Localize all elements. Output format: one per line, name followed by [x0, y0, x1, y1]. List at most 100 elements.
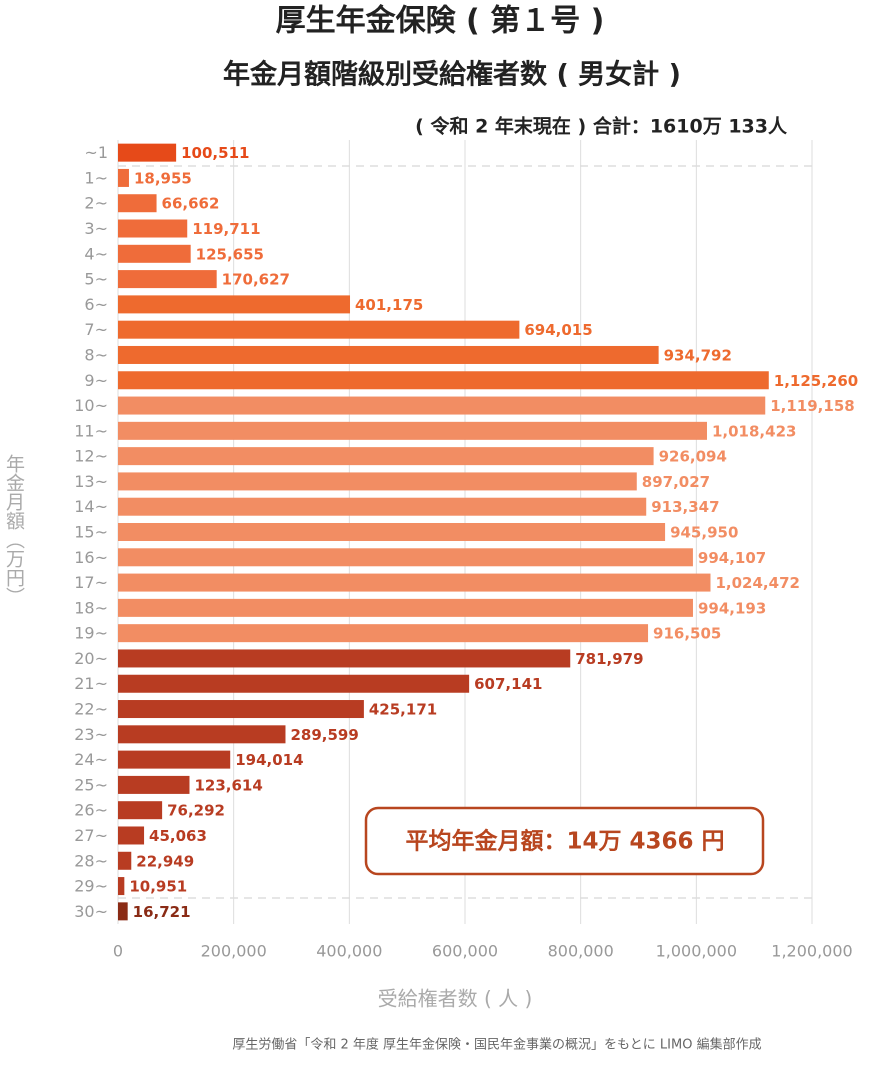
bar [118, 219, 188, 238]
value-label: 16,721 [133, 903, 191, 921]
y-tick-label: 12~ [74, 447, 108, 466]
chart-note: ( 令和 2 年末現在 ) 合計：1610万 133人 [415, 115, 788, 138]
annotation-box [364, 806, 765, 876]
value-label: 994,107 [698, 549, 766, 567]
y-tick-label: 11~ [74, 421, 108, 440]
y-tick-label: 16~ [74, 548, 108, 567]
y-tick-label: 25~ [74, 775, 108, 794]
y-tick-label: 21~ [74, 674, 108, 693]
y-tick-label: 7~ [84, 320, 108, 339]
bar [118, 573, 711, 592]
value-label: 945,950 [670, 524, 738, 542]
bar [118, 497, 647, 516]
y-tick-label: 26~ [74, 801, 108, 820]
y-tick-label: 23~ [74, 725, 108, 744]
x-tick-label: 0 [113, 942, 123, 961]
annotation: 平均年金月額：14万 4366 円 [405, 828, 724, 855]
y-tick-label: 18~ [74, 598, 108, 617]
bar [118, 371, 769, 390]
x-axis-label: 受給権者数 ( 人 ) [378, 987, 533, 1011]
value-label: 694,015 [524, 321, 592, 339]
value-label: 425,171 [369, 701, 437, 719]
value-label: 934,792 [664, 346, 732, 364]
bar [118, 649, 571, 668]
y-tick-label: 1~ [84, 168, 108, 187]
y-tick-label: 22~ [74, 700, 108, 719]
source-note: 厚生労働省「令和 2 年度 厚生年金保険・国民年金事業の概況」をもとに LIMO… [232, 1037, 761, 1053]
value-label: 1,018,423 [712, 422, 796, 440]
bar [118, 396, 766, 415]
bar [118, 624, 649, 643]
bar [118, 244, 191, 263]
y-tick-label: 2~ [84, 194, 108, 213]
bar [118, 851, 132, 870]
bar [118, 345, 659, 364]
value-label: 1,119,158 [770, 397, 854, 415]
bar [118, 674, 470, 693]
y-tick-label: 17~ [74, 573, 108, 592]
value-label: 194,014 [235, 751, 303, 769]
value-label: 66,662 [162, 195, 220, 213]
y-tick-label: 6~ [84, 295, 108, 314]
chart-title: 厚生年金保険 ( 第１号 ) [276, 4, 605, 39]
bar [118, 902, 128, 921]
x-tick-label: 1,000,000 [656, 942, 737, 961]
bar [118, 750, 231, 769]
value-label: 401,175 [355, 296, 423, 314]
value-label: 1,125,260 [774, 372, 858, 390]
y-tick-label: 28~ [74, 851, 108, 870]
y-tick-label: 8~ [84, 345, 108, 364]
y-tick-label: ~1 [84, 143, 108, 162]
bar [118, 320, 520, 339]
value-label: 994,193 [698, 599, 766, 617]
y-tick-label: 9~ [84, 371, 108, 390]
y-tick-label: 27~ [74, 826, 108, 845]
bar [118, 700, 364, 719]
value-label: 913,347 [651, 498, 719, 516]
bar [118, 472, 637, 491]
y-tick-label: 20~ [74, 649, 108, 668]
value-label: 22,949 [136, 852, 194, 870]
bar [118, 801, 163, 820]
bar [118, 775, 190, 794]
value-label: 916,505 [653, 625, 721, 643]
x-tick-label: 600,000 [432, 942, 498, 961]
y-tick-label: 15~ [74, 523, 108, 542]
bar [118, 548, 693, 567]
y-tick-label: 13~ [74, 472, 108, 491]
value-label: 100,511 [181, 144, 249, 162]
chart-subtitle: 年金月額階級別受給権者数 ( 男女計 ) [223, 59, 681, 91]
value-label: 119,711 [192, 220, 260, 238]
bar [118, 270, 217, 289]
bar [118, 523, 666, 541]
value-label: 607,141 [474, 675, 542, 693]
value-label: 123,614 [194, 776, 262, 794]
bar [118, 143, 177, 162]
bar [118, 877, 125, 896]
value-label: 897,027 [642, 473, 710, 491]
x-tick-label: 400,000 [316, 942, 382, 961]
value-label: 18,955 [134, 169, 192, 187]
bar [118, 421, 707, 440]
value-label: 45,063 [149, 827, 207, 845]
y-tick-label: 3~ [84, 219, 108, 238]
y-tick-label: 5~ [84, 270, 108, 289]
value-label: 926,094 [659, 448, 727, 466]
x-tick-label: 1,200,000 [771, 942, 852, 961]
bar [118, 725, 286, 744]
y-tick-label: 30~ [74, 902, 108, 921]
value-label: 170,627 [222, 271, 290, 289]
value-label: 125,655 [196, 245, 264, 263]
value-label: 76,292 [167, 802, 225, 820]
y-tick-label: 29~ [74, 877, 108, 896]
y-tick-label: 10~ [74, 396, 108, 415]
value-label: 289,599 [290, 726, 358, 744]
bar [118, 598, 693, 617]
y-tick-label: 19~ [74, 624, 108, 643]
y-tick-label: 24~ [74, 750, 108, 769]
y-tick-label: 14~ [74, 497, 108, 516]
value-label: 10,951 [129, 878, 187, 896]
x-tick-label: 800,000 [548, 942, 614, 961]
